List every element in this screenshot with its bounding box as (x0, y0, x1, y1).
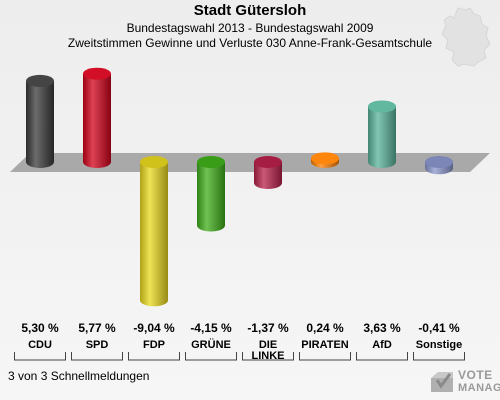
category-bracket (242, 352, 294, 361)
bar-top-cap (26, 74, 54, 87)
chart-subtitle-election: Bundestagswahl 2013 - Bundestagswahl 200… (126, 21, 374, 35)
bar-body (254, 162, 282, 183)
value-label: -4,15 % (190, 321, 232, 335)
value-label: 0,24 % (306, 321, 344, 335)
chart-title: Stadt Gütersloh (193, 2, 307, 19)
category-label: FDP (143, 339, 165, 351)
category-label: Sonstige (416, 339, 462, 351)
vote-manager-logo: VOTE MANAGER (428, 366, 500, 398)
value-label: -0,41 % (418, 321, 460, 335)
bar-top-cap (140, 156, 168, 168)
bar-fdp (140, 156, 168, 307)
value-label: 5,77 % (78, 321, 116, 335)
bar-top-cap (425, 156, 453, 168)
bar-body (83, 73, 111, 162)
bar-bottom-cap (368, 156, 396, 168)
bar-sonstige (425, 156, 453, 175)
category-bracket (71, 352, 123, 361)
chart-subtitle-district: Zweitstimmen Gewinne und Verluste 030 An… (67, 36, 433, 50)
bar-top-cap (368, 100, 396, 113)
ballot-box-icon (431, 372, 453, 392)
category-label: SPD (86, 339, 109, 351)
category-bracket (128, 352, 180, 361)
bar-body (197, 162, 225, 226)
bar-body (368, 106, 396, 162)
category-label: CDU (28, 339, 52, 351)
bar-afd (368, 100, 396, 168)
value-label: 5,30 % (21, 321, 59, 335)
category-bracket (299, 352, 351, 361)
category-label: DIE (259, 339, 277, 351)
category-label: LINKE (252, 350, 285, 362)
bar-bottom-cap (26, 156, 54, 168)
value-label: -9,04 % (133, 321, 175, 335)
germany-map-icon (441, 7, 491, 67)
value-label: 3,63 % (363, 321, 401, 335)
bar-bottom-cap (254, 176, 282, 189)
logo-line2: MANAGER (458, 382, 500, 394)
footer-reports-count: 3 von 3 Schnellmeldungen (8, 369, 150, 383)
zero-baseline-band (10, 153, 490, 172)
bar-top-cap (83, 67, 111, 80)
bar-gr-ne (197, 156, 225, 232)
bar-die-linke (254, 156, 282, 189)
bar-bottom-cap (197, 219, 225, 232)
category-label: PIRATEN (301, 339, 349, 351)
value-label: -1,37 % (247, 321, 289, 335)
category-bracket (356, 352, 408, 361)
category-bracket (413, 352, 465, 361)
category-bracket (14, 352, 66, 361)
logo-line1: VOTE (458, 368, 493, 382)
bar-body (26, 80, 54, 162)
bar-cdu (26, 74, 54, 168)
category-label: AfD (372, 339, 392, 351)
bar-bottom-cap (83, 156, 111, 168)
bar-top-cap (311, 152, 339, 165)
category-bracket (185, 352, 237, 361)
category-label: GRÜNE (191, 338, 231, 351)
bar-bottom-cap (140, 294, 168, 307)
bar-top-cap (197, 156, 225, 168)
bar-body (140, 162, 168, 301)
bar-piraten (311, 152, 339, 168)
bar-top-cap (254, 156, 282, 168)
bar-spd (83, 67, 111, 168)
